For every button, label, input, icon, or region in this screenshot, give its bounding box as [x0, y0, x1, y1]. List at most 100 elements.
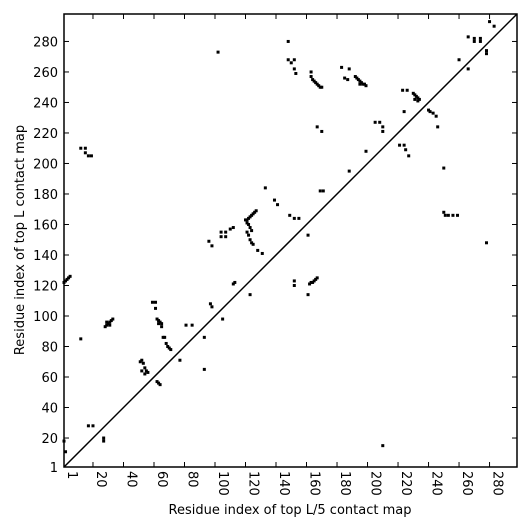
- y-axis-label: Residue index of top L contact map: [13, 125, 28, 355]
- contact-point: [364, 84, 368, 88]
- x-tick-label: 120: [246, 471, 261, 496]
- contact-point: [158, 383, 162, 387]
- contact-point: [309, 70, 313, 74]
- contact-point: [312, 279, 316, 283]
- contact-point: [416, 96, 420, 100]
- contact-point: [190, 323, 194, 327]
- contact-point: [413, 93, 417, 97]
- contact-point: [167, 346, 171, 350]
- contact-point: [263, 186, 267, 190]
- contact-point: [362, 82, 366, 86]
- contact-point: [210, 244, 214, 248]
- contact-point: [109, 319, 113, 323]
- contact-point: [64, 450, 68, 454]
- contact-point: [318, 85, 322, 89]
- contact-point: [347, 169, 351, 173]
- contact-point: [250, 213, 254, 217]
- contact-point: [163, 335, 167, 339]
- contact-point: [427, 108, 431, 112]
- contact-point: [353, 75, 357, 79]
- x-tick-label: 60: [154, 471, 169, 488]
- y-tick-label: 160: [33, 218, 58, 233]
- contact-point: [413, 97, 417, 101]
- contact-point: [315, 125, 319, 129]
- contact-point: [106, 322, 110, 326]
- contact-point: [294, 71, 298, 75]
- contact-point: [312, 79, 316, 83]
- contact-point: [161, 335, 165, 339]
- contact-point: [457, 58, 461, 62]
- contact-point: [166, 345, 170, 349]
- contact-point: [321, 189, 325, 193]
- contact-point: [381, 125, 385, 129]
- y-tick-label: 280: [33, 35, 58, 50]
- contact-point: [105, 320, 109, 324]
- contact-point: [224, 235, 228, 239]
- contact-point: [308, 282, 312, 286]
- contact-point: [143, 372, 147, 376]
- x-tick-label: 100: [215, 471, 230, 496]
- contact-point: [414, 94, 418, 98]
- contact-point: [315, 82, 319, 86]
- contact-point: [361, 82, 365, 86]
- contact-point: [138, 360, 142, 364]
- contact-point: [472, 39, 476, 43]
- contact-point: [144, 369, 148, 373]
- y-tick-label: 120: [33, 279, 58, 294]
- contact-point: [158, 320, 162, 324]
- contact-point: [276, 203, 280, 207]
- contact-point: [488, 20, 492, 24]
- contact-point: [292, 283, 296, 287]
- contact-point: [105, 323, 109, 327]
- contact-point: [320, 85, 324, 89]
- contact-point: [64, 279, 68, 283]
- contact-point: [251, 242, 255, 246]
- contact-point: [404, 148, 408, 152]
- contact-point: [484, 49, 488, 53]
- contact-point: [150, 300, 154, 304]
- contact-point: [140, 369, 144, 373]
- contact-point: [358, 79, 362, 83]
- contact-point: [157, 319, 161, 323]
- contact-point: [358, 82, 362, 86]
- contact-point: [221, 317, 225, 321]
- y-tick-label: 260: [33, 66, 58, 81]
- contact-point: [247, 222, 251, 226]
- contact-point: [62, 280, 66, 284]
- contact-point: [416, 99, 420, 103]
- y-tick-label: 100: [33, 310, 58, 325]
- contact-point: [431, 111, 435, 115]
- contact-point: [289, 61, 293, 65]
- contact-point: [292, 216, 296, 220]
- contact-point: [478, 39, 482, 43]
- contact-point: [233, 280, 237, 284]
- contact-point: [260, 251, 264, 255]
- contact-point: [314, 277, 318, 281]
- contact-point: [67, 276, 71, 280]
- contact-point: [286, 58, 290, 62]
- contact-point: [378, 120, 382, 124]
- contact-point: [356, 78, 360, 82]
- contact-point: [443, 213, 447, 217]
- contact-point: [256, 248, 260, 252]
- contact-point: [160, 322, 164, 326]
- contact-point: [244, 218, 248, 222]
- contact-point: [231, 226, 235, 230]
- contact-point: [208, 302, 212, 306]
- contact-point: [311, 78, 315, 82]
- contact-point: [417, 97, 421, 101]
- contact-point: [231, 282, 235, 286]
- y-tick-label: 20: [41, 432, 58, 447]
- contact-point: [155, 380, 159, 384]
- contact-point: [210, 305, 214, 309]
- contact-point: [343, 76, 347, 80]
- contact-point: [442, 210, 446, 214]
- contact-point: [317, 84, 321, 88]
- contact-point: [219, 235, 223, 239]
- contact-point: [466, 67, 470, 71]
- contact-point: [451, 213, 455, 217]
- x-tick-label: 200: [368, 471, 383, 496]
- x-axis-label: Residue index of top L/5 contact map: [169, 503, 412, 518]
- contact-point: [247, 233, 251, 237]
- contact-point: [91, 424, 95, 428]
